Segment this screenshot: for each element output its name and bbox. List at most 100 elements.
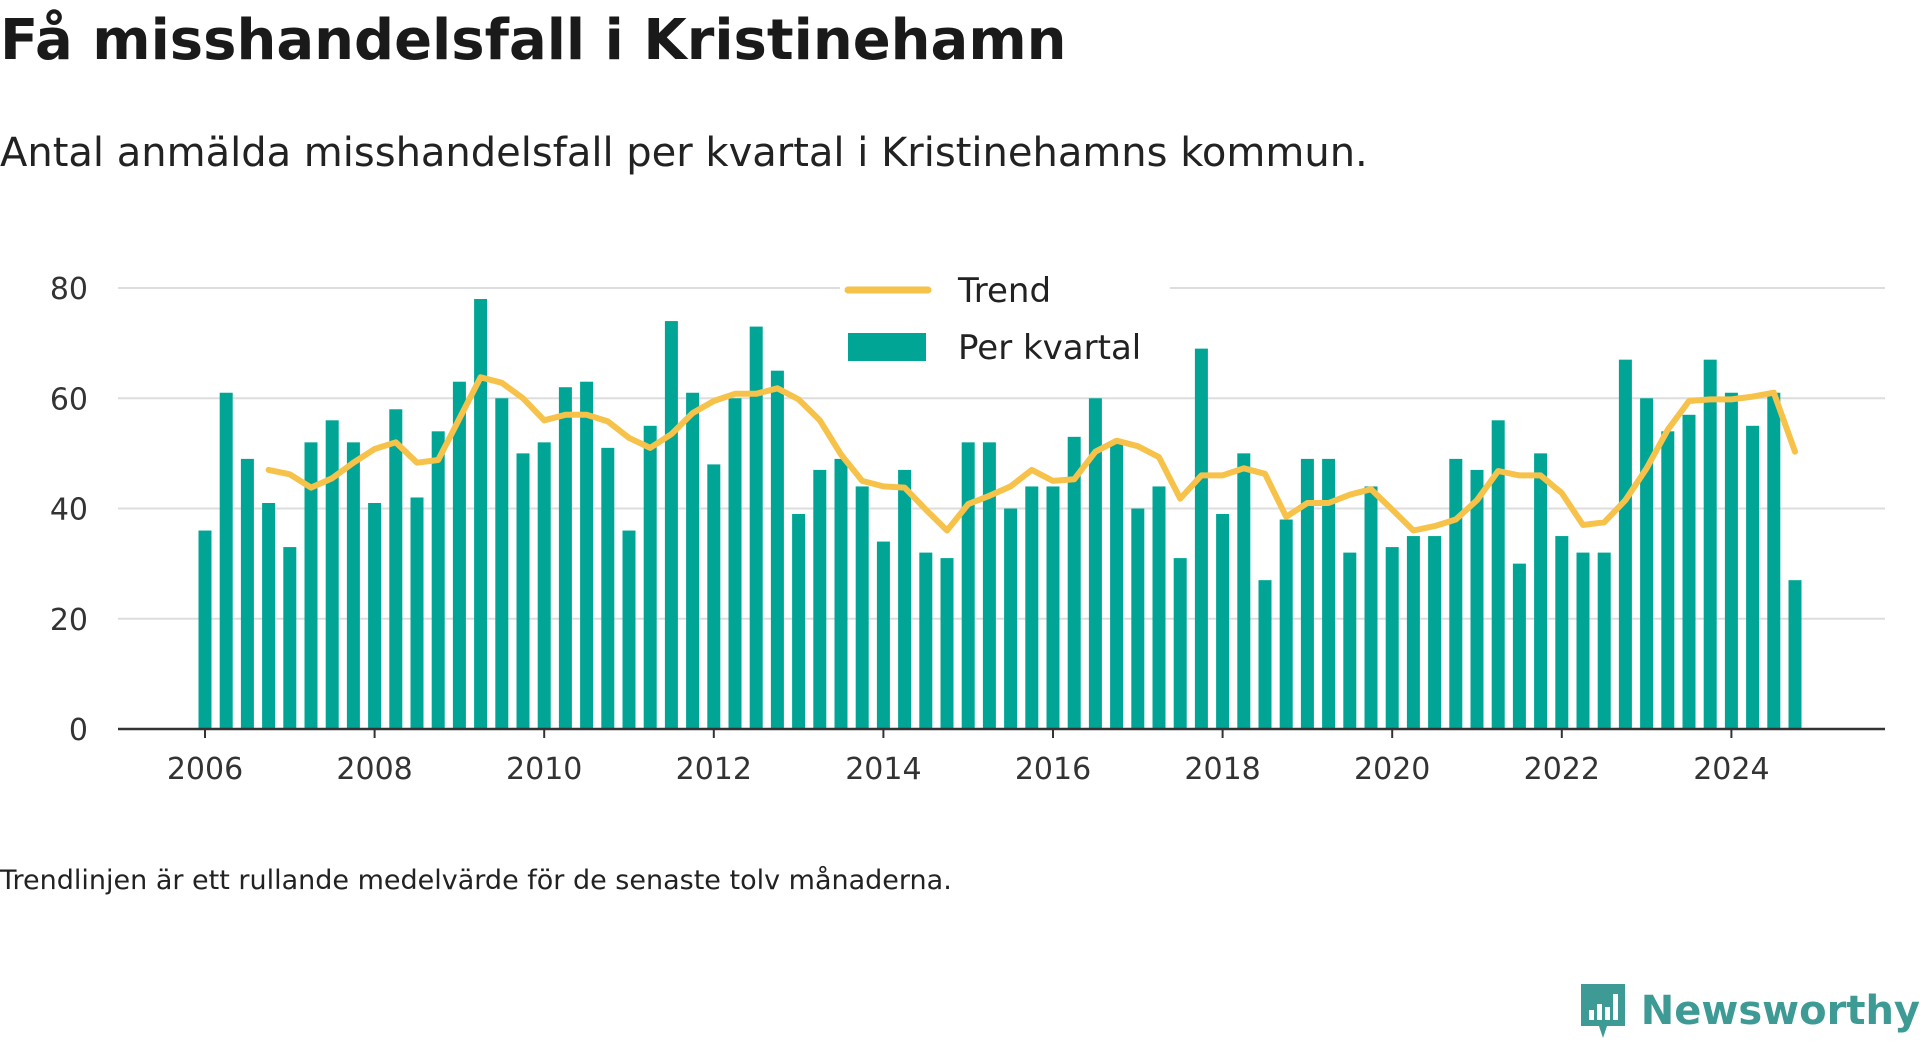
bar bbox=[537, 442, 551, 729]
newsworthy-logo-icon bbox=[1580, 984, 1625, 1038]
bar bbox=[431, 431, 445, 729]
x-tick-label: 2012 bbox=[676, 752, 752, 787]
bar bbox=[961, 442, 975, 729]
legend-bar-swatch bbox=[848, 333, 926, 361]
x-tick-label: 2018 bbox=[1184, 752, 1260, 787]
bar bbox=[516, 453, 530, 729]
bar bbox=[770, 370, 784, 729]
chart-subtitle: Antal anmälda misshandelsfall per kvarta… bbox=[0, 130, 1368, 176]
bar bbox=[219, 392, 233, 729]
bar bbox=[792, 514, 806, 729]
x-tick-label: 2024 bbox=[1693, 752, 1769, 787]
x-tick-label: 2016 bbox=[1015, 752, 1091, 787]
bar bbox=[1512, 563, 1526, 729]
y-tick-label: 60 bbox=[50, 382, 88, 417]
y-tick-label: 0 bbox=[69, 713, 88, 748]
bar bbox=[283, 547, 297, 729]
x-tick-label: 2022 bbox=[1524, 752, 1600, 787]
bar bbox=[1258, 580, 1272, 729]
bar bbox=[622, 530, 636, 729]
bar bbox=[1788, 580, 1802, 729]
y-tick-label: 40 bbox=[50, 493, 88, 528]
bar bbox=[1300, 458, 1314, 729]
bar bbox=[1618, 359, 1632, 729]
bar bbox=[1110, 442, 1124, 729]
bar bbox=[1661, 431, 1675, 729]
bar bbox=[1088, 398, 1102, 729]
chart: 0 20 40 60 80 2006 2008 2010 2012 2014 2016 2018 202… bbox=[50, 260, 1885, 787]
bar bbox=[834, 458, 848, 729]
bar bbox=[1152, 486, 1166, 729]
bar bbox=[368, 502, 382, 729]
bar bbox=[1131, 508, 1145, 729]
bar bbox=[1491, 420, 1505, 729]
bar bbox=[1470, 469, 1484, 729]
bar bbox=[876, 541, 890, 729]
chart-title: Få misshandelsfall i Kristinehamn bbox=[0, 8, 1067, 73]
footnote: Trendlinjen är ett rullande medelvärde f… bbox=[0, 865, 952, 896]
y-tick-label: 20 bbox=[50, 603, 88, 638]
bar bbox=[1724, 392, 1738, 729]
bar bbox=[601, 447, 615, 729]
bar bbox=[198, 530, 212, 729]
bar bbox=[262, 502, 276, 729]
bar bbox=[749, 326, 763, 729]
x-tick-label: 2020 bbox=[1354, 752, 1430, 787]
bar bbox=[728, 398, 742, 729]
bar bbox=[558, 387, 572, 729]
bar bbox=[410, 497, 424, 729]
bar bbox=[1194, 348, 1208, 729]
bar bbox=[325, 420, 339, 729]
bar bbox=[1237, 453, 1251, 729]
bar bbox=[1746, 425, 1760, 729]
bar bbox=[1343, 552, 1357, 729]
bar bbox=[1216, 514, 1230, 729]
bar bbox=[1025, 486, 1039, 729]
bar bbox=[1534, 453, 1548, 729]
bar bbox=[940, 558, 954, 729]
bar bbox=[304, 442, 318, 729]
bar bbox=[580, 381, 594, 729]
bar bbox=[452, 381, 466, 729]
x-tick-label: 2010 bbox=[506, 752, 582, 787]
bar bbox=[686, 392, 700, 729]
bar bbox=[474, 299, 488, 729]
bar bbox=[919, 552, 933, 729]
bar bbox=[855, 486, 869, 729]
brand-name: Newsworthy bbox=[1640, 988, 1920, 1034]
legend-background bbox=[840, 260, 1170, 386]
brand-logo: Newsworthy bbox=[1577, 980, 1920, 1042]
x-tick-label: 2014 bbox=[845, 752, 921, 787]
bar bbox=[1682, 414, 1696, 729]
bar bbox=[346, 442, 360, 729]
legend-trend-label: Trend bbox=[957, 271, 1051, 311]
bar bbox=[495, 398, 509, 729]
bar bbox=[1046, 486, 1060, 729]
bar bbox=[1067, 436, 1081, 729]
bar bbox=[1322, 458, 1336, 729]
bar bbox=[1449, 458, 1463, 729]
bar bbox=[1597, 552, 1611, 729]
bar bbox=[1555, 536, 1569, 729]
bar bbox=[1173, 558, 1187, 729]
bar bbox=[1640, 398, 1654, 729]
legend-bar-label: Per kvartal bbox=[958, 328, 1141, 368]
bar bbox=[1364, 486, 1378, 729]
bar bbox=[643, 425, 657, 729]
bar bbox=[1703, 359, 1717, 729]
bar bbox=[389, 409, 403, 729]
bar bbox=[1004, 508, 1018, 729]
bar bbox=[1385, 547, 1399, 729]
bar bbox=[898, 469, 912, 729]
bar bbox=[1406, 536, 1420, 729]
bar bbox=[982, 442, 996, 729]
bar bbox=[1576, 552, 1590, 729]
bar bbox=[240, 458, 254, 729]
bar bbox=[1767, 392, 1781, 729]
bar bbox=[813, 469, 827, 729]
bar bbox=[1279, 519, 1293, 729]
trend-line bbox=[265, 374, 1798, 534]
y-tick-label: 80 bbox=[50, 272, 88, 307]
bar bbox=[707, 464, 721, 729]
bar bbox=[1428, 536, 1442, 729]
